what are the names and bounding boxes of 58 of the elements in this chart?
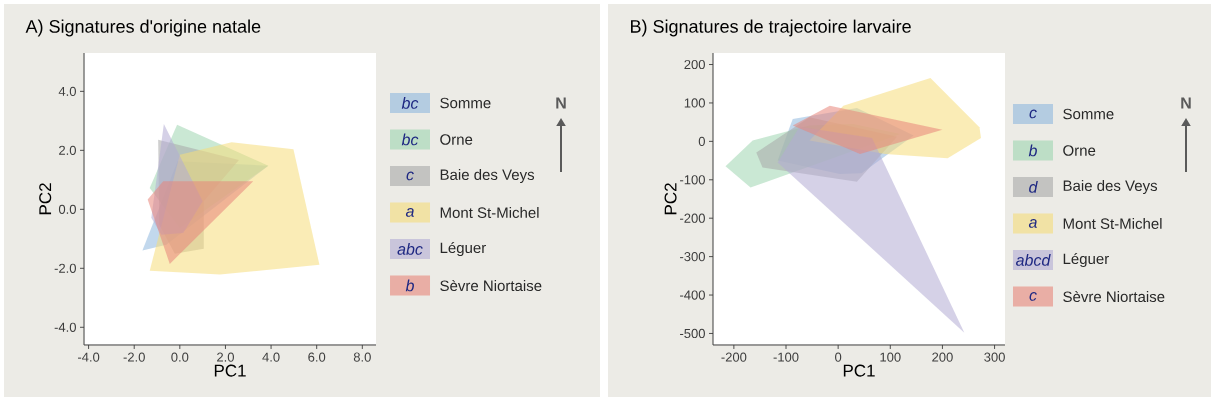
text: a bbox=[405, 208, 414, 217]
legend-label: Orne bbox=[440, 134, 473, 145]
chart-title: B) Signatures de trajectoire larvaire bbox=[631, 19, 911, 37]
text: b bbox=[1028, 144, 1037, 157]
x-tick-label: -200 bbox=[721, 352, 747, 362]
y-tick-label: -400 bbox=[680, 290, 705, 300]
legend-label: Mont St-Michel bbox=[440, 206, 539, 218]
x-tick-label: 8.0 bbox=[353, 352, 371, 362]
y-axis-title: PC2 bbox=[39, 183, 52, 215]
x-tick-label: 100 bbox=[880, 352, 901, 362]
y-tick-label: -500 bbox=[680, 328, 705, 339]
y-axis-title: PC2 bbox=[664, 183, 677, 215]
x-tick-label: 0.0 bbox=[171, 352, 189, 362]
text: c bbox=[1029, 109, 1037, 119]
text: bc bbox=[401, 133, 419, 146]
y-tick-label: -100 bbox=[680, 175, 705, 185]
y-tick-label: -300 bbox=[680, 252, 705, 262]
legend-label: Sèvre Niortaise bbox=[440, 279, 542, 292]
x-tick-label: 2.0 bbox=[217, 352, 234, 362]
legend-label: Mont St-Michel bbox=[1063, 217, 1162, 229]
legend-label: Somme bbox=[440, 97, 491, 109]
x-tick-label: 4.0 bbox=[262, 352, 280, 362]
text: d bbox=[1029, 181, 1038, 193]
text: c bbox=[406, 171, 414, 181]
legend-label: Léguer bbox=[1063, 252, 1109, 268]
text: N bbox=[1181, 97, 1191, 109]
chart-title: A) Signatures d'origine natale bbox=[25, 19, 261, 37]
text: abcd bbox=[1016, 254, 1051, 266]
x-tick-label: -100 bbox=[773, 352, 799, 362]
text: c bbox=[1029, 292, 1037, 301]
text: a bbox=[1028, 219, 1037, 228]
y-tick-label: 200 bbox=[684, 59, 705, 70]
x-tick-label: -2.0 bbox=[123, 352, 145, 362]
legend-label: Sèvre Niortaise bbox=[1063, 290, 1165, 303]
text: N bbox=[556, 97, 566, 109]
text: bc bbox=[401, 97, 419, 109]
text: abc bbox=[397, 243, 423, 255]
x-tick-label: 300 bbox=[984, 352, 1005, 362]
x-tick-label: 6.0 bbox=[308, 352, 326, 362]
y-tick-label: 4.0 bbox=[58, 86, 76, 96]
x-axis-title: PC1 bbox=[843, 364, 875, 377]
x-tick-label: 200 bbox=[932, 352, 953, 362]
legend-label: Léguer bbox=[440, 241, 486, 257]
legend-label: Somme bbox=[1063, 108, 1114, 120]
x-tick-label: 0 bbox=[835, 352, 842, 362]
legend-label: Baie des Veys bbox=[440, 169, 535, 183]
legend-label: Orne bbox=[1063, 145, 1096, 156]
y-tick-label: -200 bbox=[680, 213, 705, 223]
x-tick-label: -4.0 bbox=[77, 352, 100, 362]
legend-label: Baie des Veys bbox=[1063, 180, 1158, 194]
y-tick-label: 0.0 bbox=[58, 204, 76, 214]
y-tick-label: -2.0 bbox=[54, 263, 76, 273]
x-axis-title: PC1 bbox=[214, 364, 246, 377]
y-tick-label: 100 bbox=[684, 98, 705, 108]
y-tick-label: 2.0 bbox=[59, 145, 76, 155]
y-tick-label: -4.0 bbox=[54, 322, 76, 332]
y-tick-label: 0 bbox=[698, 136, 705, 146]
text: b bbox=[405, 279, 414, 292]
